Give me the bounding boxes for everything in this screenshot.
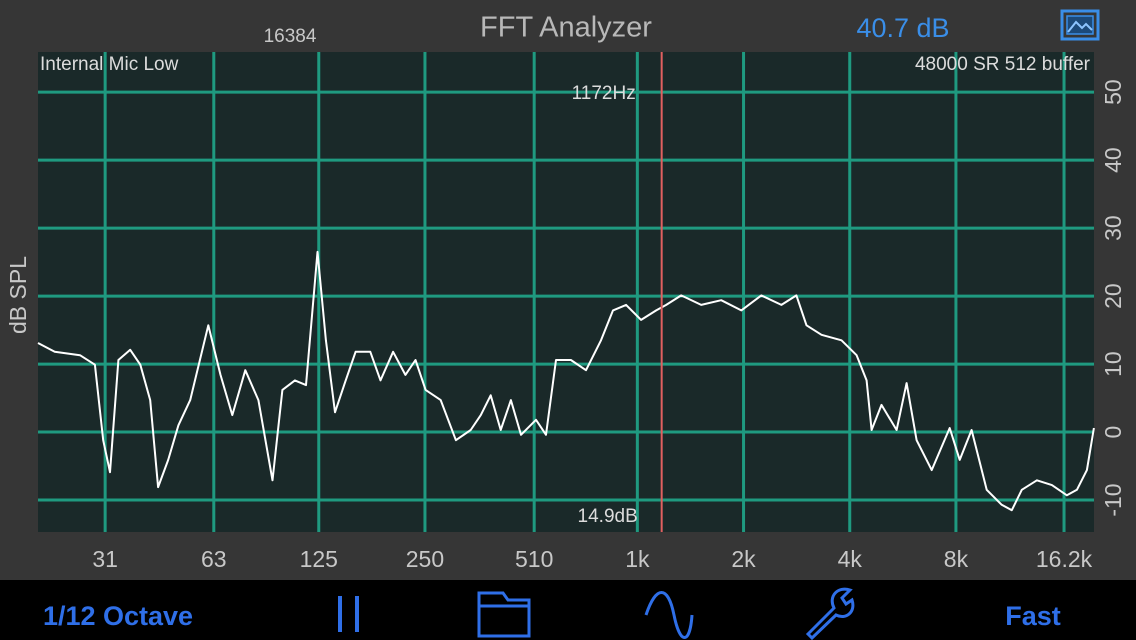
pause-button[interactable] <box>338 596 359 632</box>
y-tick-label: 50 <box>1100 79 1126 105</box>
plot <box>37 52 1095 532</box>
settings-label: 48000 SR 512 buffer <box>915 54 1091 75</box>
y-tick-label: 0 <box>1100 426 1126 439</box>
input-label: Internal Mic Low <box>40 54 179 75</box>
cursor-frequency: 1172Hz <box>572 83 636 104</box>
x-tick-label: 16.2k <box>1036 546 1093 572</box>
y-tick-label: 30 <box>1100 215 1126 241</box>
toolbar <box>0 580 1136 640</box>
speed-button[interactable]: Fast <box>1005 601 1061 631</box>
x-tick-label: 4k <box>838 546 863 572</box>
level-readout: 40.7 dB <box>856 13 949 43</box>
x-tick-label: 1k <box>625 546 650 572</box>
signal-button[interactable] <box>644 591 694 639</box>
x-tick-label: 510 <box>515 546 553 572</box>
spectrum-line <box>37 250 1095 512</box>
x-tick-label: 8k <box>944 546 969 572</box>
cursor-level: 14.9dB <box>578 506 638 527</box>
x-tick-label: 250 <box>406 546 444 572</box>
y-axis-label: dB SPL <box>5 256 31 334</box>
image-icon[interactable] <box>1060 9 1100 41</box>
x-tick-label: 125 <box>300 546 338 572</box>
y-tick-label: 40 <box>1100 147 1126 173</box>
resolution-button[interactable]: 1/12 Octave <box>43 601 193 631</box>
settings-button[interactable] <box>805 587 855 640</box>
x-tick-label: 63 <box>201 546 227 572</box>
y-tick-label: 20 <box>1100 283 1126 309</box>
folder-button[interactable] <box>477 591 531 638</box>
y-tick-label: -10 <box>1100 483 1126 516</box>
x-tick-label: 31 <box>92 546 118 572</box>
y-tick-label: 10 <box>1100 351 1126 377</box>
chart-title: FFT Analyzer <box>480 12 652 44</box>
x-tick-label: 2k <box>731 546 756 572</box>
buffer-size: 16384 <box>264 26 317 47</box>
